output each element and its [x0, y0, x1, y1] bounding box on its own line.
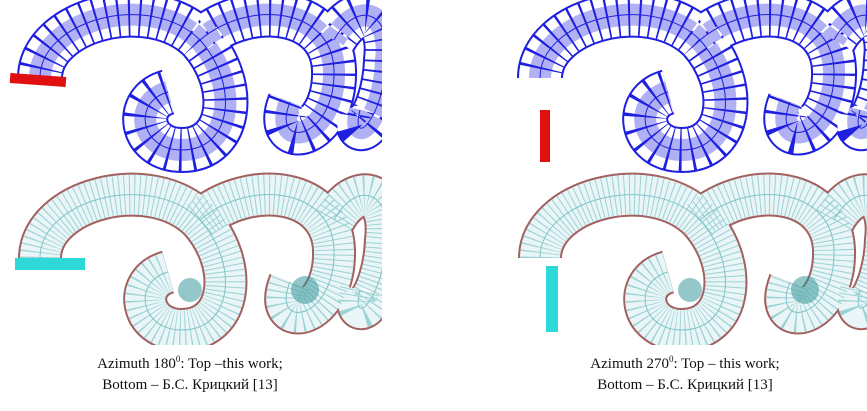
caption-line: Bottom – Б.С. Крицкий [13] [505, 375, 865, 396]
figure-images [0, 0, 867, 345]
top-mesh-left [40, 15, 387, 150]
cyan-bar-right [546, 266, 558, 332]
caption-text: Azimuth 270 [590, 356, 669, 372]
caption-line: Azimuth 2700: Top – this work; [505, 354, 865, 375]
figure-page: Azimuth 1800: Top –this work; Bottom – Б… [0, 0, 867, 411]
bottom-mesh-left [40, 195, 387, 330]
left-panel-images [10, 15, 387, 330]
bottom-mesh-right [540, 195, 867, 330]
caption-right: Azimuth 2700: Top – this work; Bottom – … [505, 354, 865, 396]
top-mesh-right [540, 15, 867, 150]
red-bar-right [540, 110, 550, 162]
caption-text: : Top –this work; [180, 356, 282, 372]
caption-text: : Top – this work; [674, 356, 780, 372]
cyan-bar-left [15, 258, 85, 270]
caption-line: Azimuth 1800: Top –this work; [10, 354, 370, 375]
caption-text: Azimuth 180 [97, 356, 176, 372]
right-panel-images [540, 15, 867, 332]
caption-left: Azimuth 1800: Top –this work; Bottom – Б… [10, 354, 370, 396]
caption-line: Bottom – Б.С. Крицкий [13] [10, 375, 370, 396]
